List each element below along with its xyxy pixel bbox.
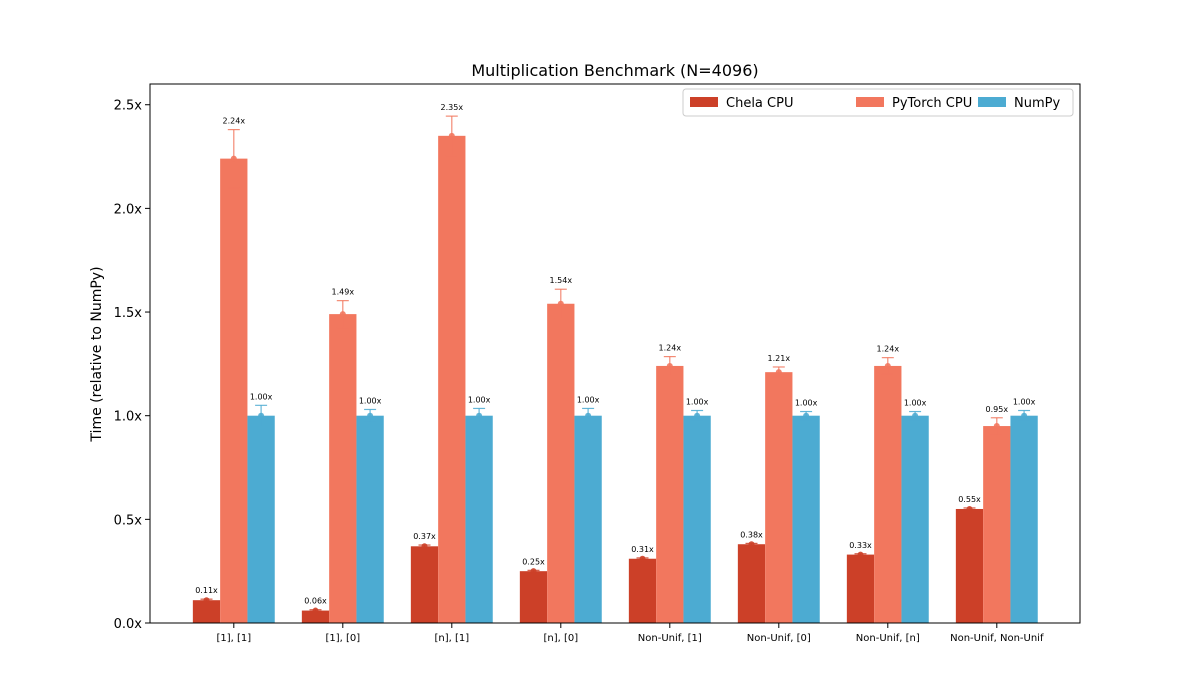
mean-marker (585, 412, 592, 419)
y-tick-label: 1.0x (114, 410, 143, 425)
mean-marker (884, 362, 891, 369)
data-label: 0.38x (740, 530, 763, 539)
mean-marker (803, 412, 810, 419)
mean-marker (367, 412, 374, 419)
mean-marker (203, 597, 210, 604)
mean-marker (448, 132, 455, 139)
data-label: 0.55x (958, 495, 981, 504)
mean-marker (476, 412, 483, 419)
bar (683, 415, 711, 623)
data-label: 1.24x (659, 344, 682, 353)
mean-marker (339, 311, 346, 318)
data-label: 0.06x (304, 597, 327, 606)
mean-marker (230, 155, 237, 162)
data-label: 0.11x (195, 586, 218, 595)
y-tick-label: 1.5x (114, 306, 143, 321)
mean-marker (694, 412, 701, 419)
mean-marker (666, 362, 673, 369)
bar (765, 372, 793, 623)
bar (410, 546, 439, 623)
legend-swatch (856, 97, 884, 107)
data-label: 1.00x (1013, 398, 1036, 407)
x-tick-label: Non-Unif, [0] (747, 633, 811, 644)
legend-swatch (978, 97, 1006, 107)
bar (955, 508, 984, 623)
data-label: 1.00x (904, 399, 927, 408)
mean-marker (557, 300, 564, 307)
data-label: 0.37x (413, 532, 436, 541)
plot-frame (149, 83, 1081, 624)
data-label: 1.00x (359, 396, 382, 405)
y-tick-label: 2.0x (114, 202, 143, 217)
bar (737, 544, 766, 623)
data-label: 1.00x (250, 392, 273, 401)
data-label: 1.54x (550, 276, 573, 285)
x-tick-label: Non-Unif, [n] (856, 633, 920, 644)
bar (1010, 415, 1038, 623)
y-tick-label: 2.5x (114, 99, 143, 114)
bar (901, 415, 929, 623)
mean-marker (530, 568, 537, 575)
data-label: 1.21x (768, 354, 791, 363)
data-label: 2.35x (441, 103, 464, 112)
legend-label: Chela CPU (726, 96, 793, 111)
y-tick-label: 0.0x (114, 617, 143, 632)
data-label: 1.49x (332, 288, 355, 297)
x-tick-label: Non-Unif, Non-Unif (950, 633, 1044, 644)
legend: Chela CPU PyTorch CPU NumPy (682, 88, 1074, 117)
mean-marker (421, 543, 428, 550)
legend-swatch (690, 97, 718, 107)
bar (356, 415, 384, 623)
bar (792, 415, 820, 623)
bar (628, 558, 657, 623)
mean-marker (748, 541, 755, 548)
data-label: 0.95x (986, 405, 1009, 414)
bar (329, 314, 357, 623)
plot-area: 0.0x 0.5x 1.0x 1.5x 2.0x 2.5x [1], [1] [1], [0]… (114, 99, 1044, 644)
y-tick-label: 0.5x (114, 513, 143, 528)
mean-marker (912, 412, 919, 419)
mean-marker (1021, 412, 1028, 419)
data-label: 0.31x (631, 545, 654, 554)
chart-title: Multiplication Benchmark (N=4096) (471, 61, 758, 80)
bar (846, 554, 875, 623)
y-axis-label: Time (relative to NumPy) (89, 266, 105, 442)
legend-label: NumPy (1014, 96, 1060, 111)
x-tick-label: [n], [0] (543, 633, 578, 644)
bar (874, 365, 902, 623)
mean-marker (857, 551, 864, 558)
bar (547, 303, 575, 623)
data-label: 0.33x (849, 541, 872, 550)
bar (465, 415, 493, 623)
x-tick-label: [1], [0] (325, 633, 360, 644)
data-label: 2.24x (223, 117, 246, 126)
mean-marker (639, 555, 646, 562)
bar (983, 426, 1011, 623)
data-label: 1.00x (468, 395, 491, 404)
mean-marker (258, 412, 265, 419)
bar (519, 571, 548, 623)
bar (192, 600, 221, 623)
bar (220, 158, 248, 623)
mean-marker (993, 423, 1000, 430)
mean-marker (312, 607, 319, 614)
data-label: 1.00x (795, 399, 818, 408)
bar (247, 415, 275, 623)
mean-marker (775, 369, 782, 376)
x-tick-label: [1], [1] (216, 633, 251, 644)
legend-label: PyTorch CPU (892, 96, 972, 111)
bar (656, 365, 684, 623)
data-label: 1.00x (686, 398, 709, 407)
x-tick-label: Non-Unif, [1] (638, 633, 702, 644)
mean-marker (966, 505, 973, 512)
data-label: 0.25x (522, 557, 545, 566)
data-label: 1.00x (577, 395, 600, 404)
data-label: 1.24x (877, 345, 900, 354)
bar (438, 135, 466, 624)
bar (301, 610, 330, 623)
x-tick-label: [n], [1] (434, 633, 469, 644)
bar (574, 415, 602, 623)
